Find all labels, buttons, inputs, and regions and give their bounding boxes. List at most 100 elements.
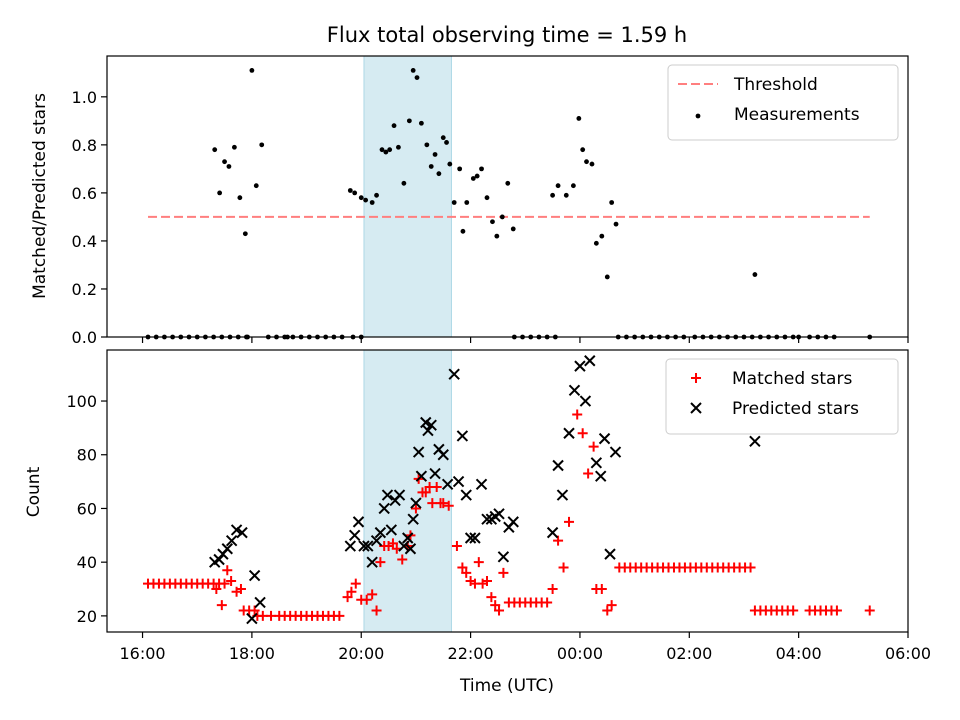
measurement-point	[401, 180, 407, 186]
x-tick-label: 16:00	[119, 644, 165, 663]
count-panel: Count Time (UTC) 20 40 60 80 100 16:00 18:00 20…	[24, 349, 931, 696]
measurement-point	[609, 200, 615, 205]
measurement-point	[474, 173, 480, 179]
predicted-stars-point	[574, 360, 586, 372]
predicted-stars-point	[493, 508, 505, 520]
matched-stars-point	[451, 541, 462, 552]
y-tick-label: 0.6	[72, 184, 97, 203]
y-tick-label: 0.0	[72, 328, 97, 347]
measurement-point	[490, 219, 495, 225]
observing-window-shading	[363, 55, 452, 338]
legend: Matched stars Predicted stars	[665, 358, 899, 435]
measurement-point	[563, 192, 569, 198]
measurement-point	[451, 200, 457, 205]
matched-stars-point	[334, 610, 345, 621]
matched-stars-point	[547, 584, 558, 595]
measurement-point	[222, 159, 227, 165]
predicted-stars-point	[374, 526, 387, 539]
legend-matched-swatch	[691, 373, 701, 383]
legend-label: Predicted stars	[732, 399, 859, 419]
measurement-point	[374, 192, 379, 198]
matched-stars-point	[222, 565, 233, 576]
measurement-point	[505, 180, 511, 186]
measurement-point	[460, 228, 466, 234]
predicted-stars-point	[598, 432, 611, 445]
measurement-point	[424, 142, 430, 148]
matched-stars-point	[745, 562, 756, 573]
measurement-point	[352, 190, 358, 196]
y-axis-label: Count	[24, 466, 44, 517]
x-tick-label: 06:00	[885, 644, 931, 663]
observing-window-shading	[363, 349, 452, 633]
matched-stars-point	[583, 468, 594, 479]
measurement-point	[499, 214, 505, 220]
measurement-point	[593, 240, 599, 246]
predicted-stars-point	[370, 534, 383, 547]
predicted-stars-point	[429, 467, 441, 480]
measurement-point	[599, 233, 605, 239]
measurement-point	[259, 142, 265, 148]
measurement-point	[249, 68, 255, 73]
matched-stars-point	[490, 600, 501, 611]
x-axis-label: Time (UTC)	[459, 676, 554, 696]
matched-stars-point	[558, 562, 569, 573]
y-tick-label: 0.8	[72, 136, 97, 155]
matched-stars-point	[226, 575, 237, 586]
measurement-point	[428, 164, 434, 169]
matched-stars-point	[361, 594, 372, 605]
measurement-point	[464, 200, 470, 205]
measurement-point	[479, 166, 484, 172]
measurement-point	[550, 192, 556, 198]
y-tick-label: 20	[77, 607, 97, 626]
matched-stars-point	[602, 605, 613, 616]
predicted-stars-point	[422, 424, 434, 437]
matched-stars-point	[438, 498, 449, 509]
measurement-point	[231, 144, 237, 150]
measurement-point	[237, 195, 243, 201]
measurement-point	[440, 135, 446, 141]
predicted-stars-point	[385, 524, 398, 536]
measurement-point	[613, 221, 619, 227]
predicted-stars-point	[221, 543, 233, 555]
matched-stars-point	[367, 589, 378, 600]
predicted-stars-point	[246, 612, 258, 625]
predicted-stars-point	[552, 459, 564, 472]
predicted-stars-point	[358, 540, 370, 552]
y-tick-label: 0.2	[72, 280, 97, 299]
x-tick-label: 00:00	[557, 644, 603, 663]
legend-label: Measurements	[734, 105, 860, 125]
measurement-point	[406, 118, 412, 124]
matched-stars-point	[486, 592, 497, 603]
measurement-point	[555, 183, 561, 189]
plot-frame	[106, 349, 909, 633]
predicted-stars-point	[348, 529, 361, 542]
matched-stars-point	[371, 605, 382, 616]
matched-stars-point	[542, 597, 553, 608]
measurement-point	[457, 166, 463, 172]
predicted-stars-point	[352, 516, 365, 528]
predicted-stars-point	[425, 419, 437, 431]
matched-stars-point	[346, 586, 357, 597]
matched-stars-point	[553, 535, 564, 546]
predicted-stars-point	[497, 551, 510, 563]
measurement-point	[379, 147, 385, 153]
matched-stars-point	[596, 584, 607, 595]
x-tick-label: 20:00	[338, 644, 384, 663]
measurement-point	[444, 140, 449, 145]
predicted-stars-point	[556, 489, 569, 501]
matched-stars-point	[410, 503, 421, 514]
matched-stars-point	[494, 605, 505, 616]
predicted-stars-point	[412, 446, 425, 458]
measurement-point	[510, 226, 516, 232]
predicted-stars-point	[595, 470, 607, 482]
matched-stars-point	[375, 557, 386, 568]
measurement-point	[363, 197, 369, 203]
matched-stars-point	[216, 600, 227, 611]
matched-stars-point	[481, 575, 492, 586]
matched-stars-point	[461, 567, 472, 578]
legend-label: Matched stars	[732, 369, 852, 389]
matched-stars-point	[473, 557, 484, 568]
predicted-stars-point	[749, 435, 761, 448]
ratio-panel: Flux total observing time = 1.59 h Match…	[30, 23, 909, 347]
measurement-point	[418, 120, 424, 126]
